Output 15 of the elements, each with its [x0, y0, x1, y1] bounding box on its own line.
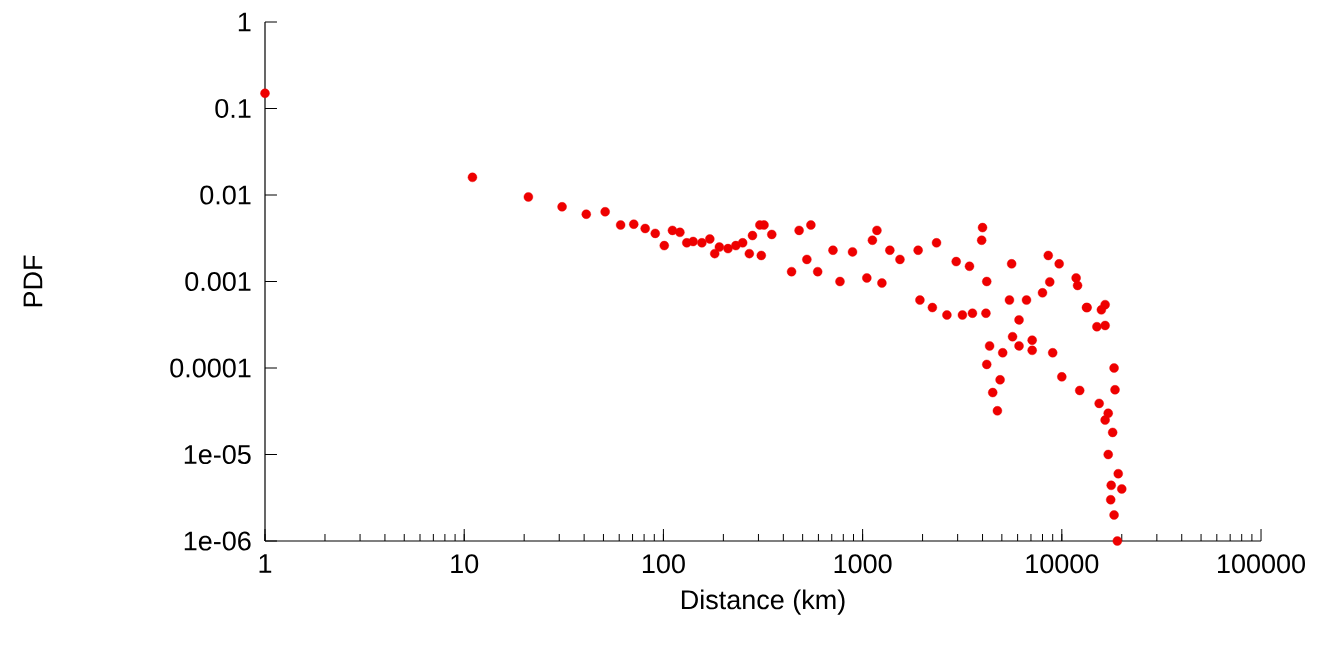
y-axis-title: PDF [23, 255, 43, 307]
y-tick-label: 0.0001 [170, 358, 251, 378]
x-tick-label: 10 [451, 554, 479, 574]
y-tick-label: 1 [238, 12, 251, 32]
y-tick-label: 0.01 [200, 185, 251, 205]
x-tick-label: 1000 [834, 554, 892, 574]
x-tick-label: 100 [642, 554, 685, 574]
x-tick-label: 10000 [1026, 554, 1099, 574]
y-tick-label: 0.1 [215, 98, 251, 119]
y-tick-label: 1e-06 [184, 531, 251, 551]
x-tick-label: 100000 [1218, 554, 1305, 574]
x-axis-title: Distance (km) [681, 589, 845, 615]
x-tick-label: 1 [259, 554, 272, 573]
y-tick-label: 0.001 [185, 271, 251, 292]
y-tick-label: 1e-05 [184, 444, 251, 465]
